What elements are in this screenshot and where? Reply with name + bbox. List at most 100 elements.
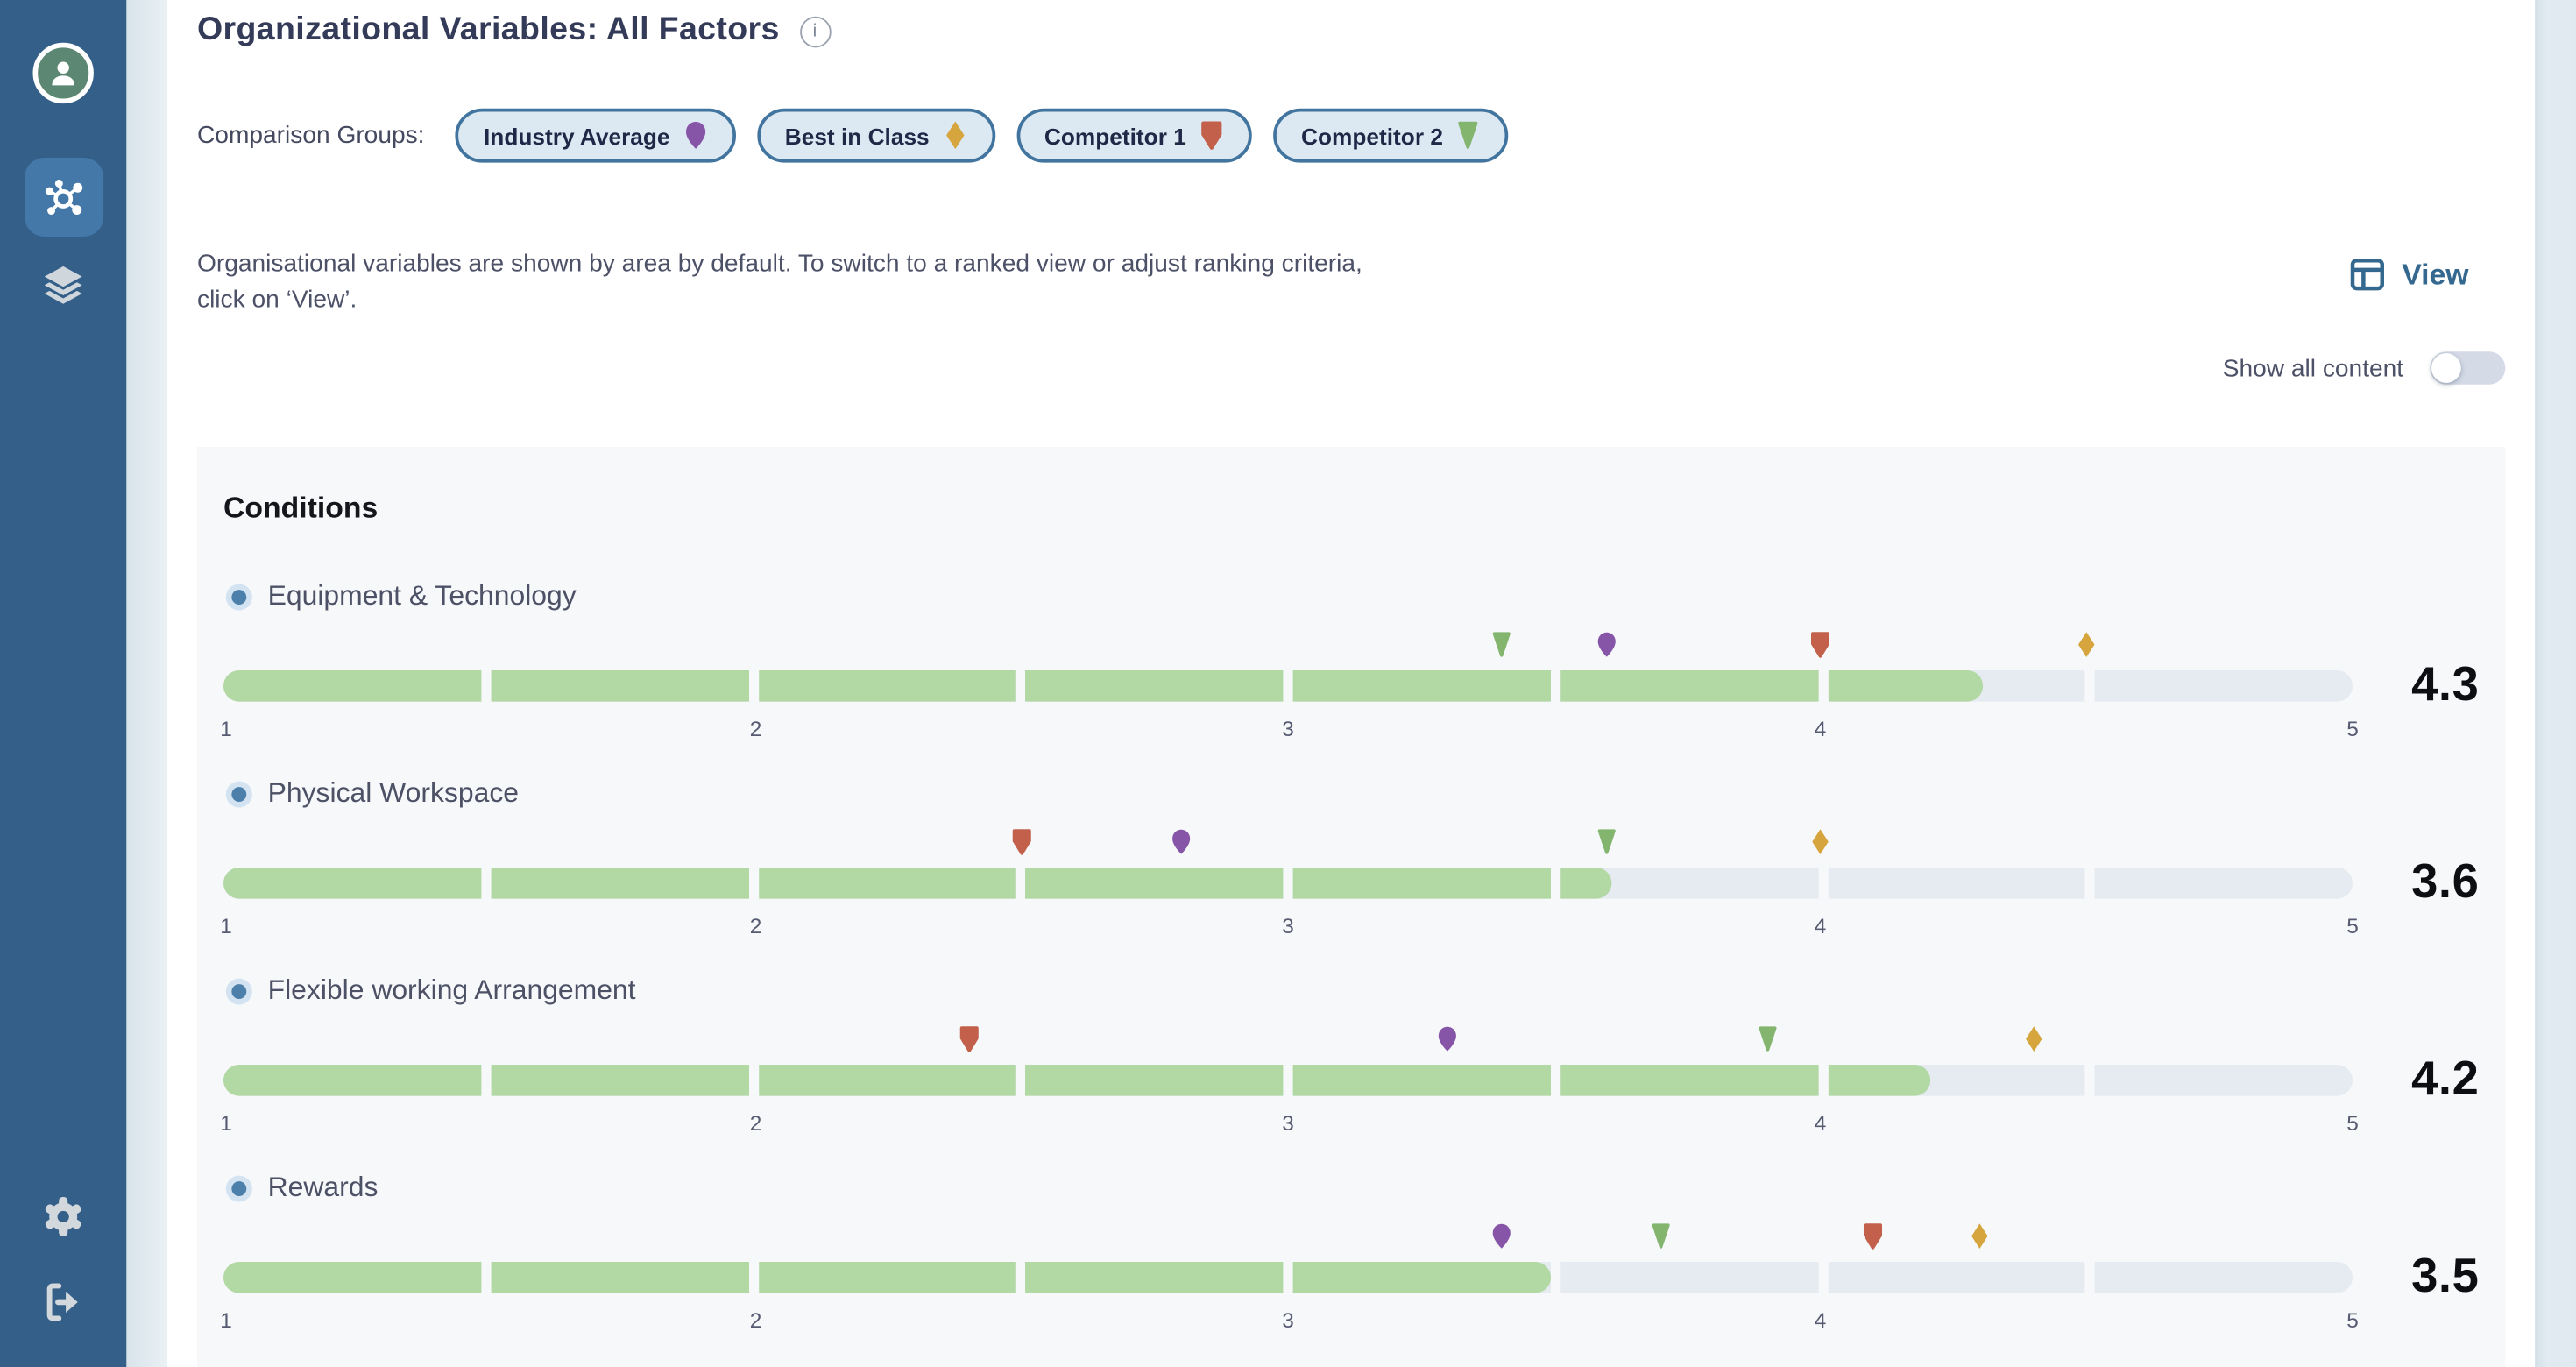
bar-segment xyxy=(1025,1065,1284,1096)
score-bar xyxy=(223,1262,2353,1293)
variable-row: Rewards 1 2 3 4 5 3.5 xyxy=(220,1170,2480,1367)
axis-tick: 4 xyxy=(1814,716,1827,741)
triangle-marker-competitor-2 xyxy=(1490,631,1512,659)
bar-segment-fill xyxy=(758,670,1016,702)
bar-segment-fill xyxy=(1560,1065,1818,1096)
layers-icon xyxy=(41,262,86,307)
axis-tick: 4 xyxy=(1814,913,1827,938)
comparison-chip-industry-average[interactable]: Industry Average xyxy=(456,108,736,163)
sidebar-item-network[interactable] xyxy=(24,158,103,237)
bar-segment-fill xyxy=(1292,868,1551,899)
radio-bullet[interactable] xyxy=(231,983,247,999)
sidebar-item-layers[interactable] xyxy=(24,244,103,323)
axis-tick: 5 xyxy=(2346,716,2359,741)
bar-segment xyxy=(758,868,1016,899)
pin-marker-industry-average xyxy=(1490,1222,1512,1250)
main-content: Organizational Variables: All Factors i C… xyxy=(167,0,2536,1367)
bar-segment-fill xyxy=(1025,868,1284,899)
radio-bullet[interactable] xyxy=(231,786,247,802)
bar-segment xyxy=(223,670,481,702)
bar-segment xyxy=(758,1065,1016,1096)
description-line-2: click on ‘View’. xyxy=(197,286,357,315)
bar-segment xyxy=(1560,1065,1818,1096)
view-button[interactable]: View xyxy=(2349,257,2469,293)
axis-tick: 5 xyxy=(2346,1307,2359,1333)
bar-segment xyxy=(1025,1262,1284,1293)
radio-bullet[interactable] xyxy=(231,1180,247,1196)
comparison-chip-competitor-1[interactable]: Competitor 1 xyxy=(1016,108,1252,163)
bar-segment xyxy=(1827,1262,2085,1293)
comparison-markers xyxy=(223,1222,2353,1250)
bar-segment xyxy=(2095,868,2353,899)
bar-segment xyxy=(223,1262,481,1293)
axis-ticks: 1 2 3 4 5 xyxy=(220,716,2359,743)
diamond-marker-best-in-class xyxy=(2075,631,2098,659)
logout-icon xyxy=(41,1279,86,1324)
score-value: 4.3 xyxy=(2411,658,2480,712)
bar-segment-fill xyxy=(1827,1065,1931,1096)
show-all-content-label: Show all content xyxy=(2222,354,2404,382)
bar-segment xyxy=(1560,1262,1818,1293)
bar-segment xyxy=(491,1262,749,1293)
sidebar-item-logout[interactable] xyxy=(24,1265,103,1338)
comparison-markers xyxy=(223,631,2353,659)
axis-tick: 3 xyxy=(1282,716,1294,741)
comparison-chip-competitor-2[interactable]: Competitor 2 xyxy=(1273,108,1509,163)
axis-tick: 1 xyxy=(220,1110,232,1136)
axis-tick: 2 xyxy=(749,1307,762,1333)
page-title-text: Organizational Variables: All Factors xyxy=(197,11,780,48)
axis-tick: 3 xyxy=(1282,1307,1294,1333)
axis-tick: 1 xyxy=(220,716,232,741)
pin-marker-industry-average xyxy=(1170,828,1192,856)
bar-segment xyxy=(1560,670,1818,702)
axis-tick: 5 xyxy=(2346,913,2359,938)
bar-segment-fill xyxy=(1025,1262,1284,1293)
shield-marker-icon xyxy=(1200,120,1224,152)
show-all-content-toggle[interactable] xyxy=(2430,351,2506,385)
pin-marker-industry-average xyxy=(1596,631,1618,659)
axis-tick: 2 xyxy=(749,1110,762,1136)
comparison-groups-row: Comparison Groups: Industry Average Best … xyxy=(197,108,1530,163)
shield-marker-competitor-1 xyxy=(1010,828,1033,856)
bar-segment xyxy=(1827,670,2085,702)
bar-segment-fill xyxy=(491,670,749,702)
variable-rows: Equipment & Technology 1 2 3 4 5 4.3 Physical W… xyxy=(220,578,2480,1367)
variable-row-head: Flexible working Arrangement xyxy=(223,973,636,1009)
bar-segment xyxy=(2095,1262,2353,1293)
bar-segment xyxy=(1292,868,1551,899)
triangle-marker-competitor-2 xyxy=(1649,1222,1672,1250)
bar-segment xyxy=(491,670,749,702)
diamond-marker-best-in-class xyxy=(2021,1025,2044,1053)
score-value: 4.2 xyxy=(2411,1052,2480,1106)
score-value: 3.6 xyxy=(2411,855,2480,909)
toggle-knob xyxy=(2431,353,2461,383)
bar-segment-fill xyxy=(491,1262,749,1293)
bar-segment-fill xyxy=(223,1065,481,1096)
conditions-card: Conditions Equipment & Technology 1 2 3 4 5 4.… xyxy=(197,447,2506,1367)
chip-label: Industry Average xyxy=(484,122,670,149)
variable-label: Rewards xyxy=(267,1171,379,1203)
sidebar-item-settings[interactable] xyxy=(24,1179,103,1252)
axis-tick: 1 xyxy=(220,1307,232,1333)
score-value: 3.5 xyxy=(2411,1250,2480,1303)
bar-segment xyxy=(1292,1262,1551,1293)
variable-label: Equipment & Technology xyxy=(267,579,577,612)
pin-marker-icon xyxy=(683,120,708,152)
axis-tick: 2 xyxy=(749,716,762,741)
axis-tick: 2 xyxy=(749,913,762,938)
axis-tick: 3 xyxy=(1282,913,1294,938)
comparison-groups-label: Comparison Groups: xyxy=(197,121,425,150)
description-text: Organisational variables are shown by ar… xyxy=(197,246,1362,319)
conditions-card-title: Conditions xyxy=(223,491,379,525)
triangle-marker-icon xyxy=(1456,120,1481,152)
radio-bullet[interactable] xyxy=(231,589,247,605)
variable-row-head: Rewards xyxy=(223,1170,378,1206)
info-icon[interactable]: i xyxy=(799,15,831,47)
bar-segment xyxy=(1827,868,2085,899)
variable-row-head: Equipment & Technology xyxy=(223,578,577,614)
user-avatar[interactable] xyxy=(32,42,94,104)
description-line-1: Organisational variables are shown by ar… xyxy=(197,250,1362,278)
comparison-chip-best-in-class[interactable]: Best in Class xyxy=(756,108,995,163)
bar-segment-fill xyxy=(223,1262,481,1293)
bar-segment xyxy=(1292,670,1551,702)
